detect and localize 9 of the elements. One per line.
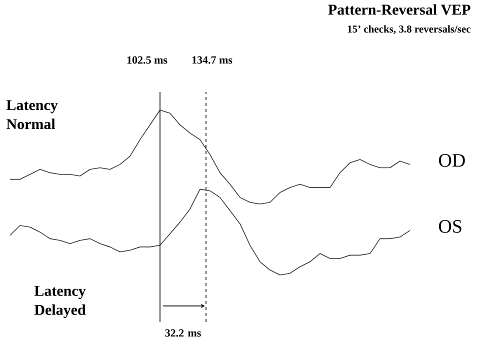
- series-label: OS: [438, 220, 462, 233]
- text: Latency Delayed: [34, 286, 86, 318]
- annotation: Latency Normal: [6, 100, 58, 130]
- chart-subtitle: 15’ checks, 3.8 reversals/sec: [348, 25, 471, 34]
- chart-title: Pattern-Reversal VEP: [328, 4, 470, 15]
- text: 134.7 ms: [192, 56, 232, 64]
- text: 102.5 ms: [127, 56, 168, 64]
- text: 32.2 ms: [165, 329, 201, 337]
- series-label: OD: [438, 154, 465, 167]
